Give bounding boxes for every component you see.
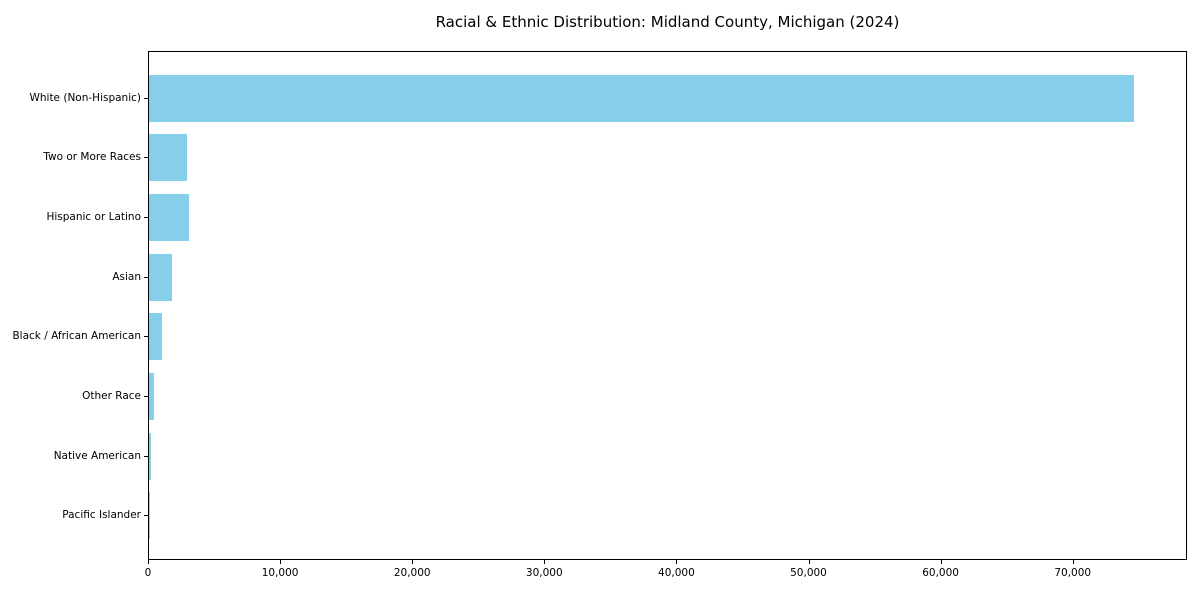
bar	[149, 74, 1135, 122]
plot-area: White (Non-Hispanic) Two or More Races His…	[12, 51, 1187, 560]
y-tick-mark	[144, 97, 148, 99]
x-tick-mark	[148, 560, 149, 564]
bar	[149, 134, 188, 182]
y-tick-mark	[144, 216, 148, 218]
x-tick-label: 50,000	[790, 567, 827, 579]
category-label: White (Non-Hispanic)	[29, 91, 141, 104]
x-tick-label: 70,000	[1054, 567, 1092, 579]
y-tick-mark	[144, 455, 148, 457]
category-label: Other Race	[82, 390, 141, 403]
x-axis: 0 10,000 20,000 30,000 40,000 50,000 60,000 70,…	[144, 560, 1187, 590]
y-tick-mark	[144, 515, 148, 517]
category-label: Asian	[112, 270, 141, 283]
bar	[149, 373, 154, 421]
y-tick-mark	[144, 396, 148, 398]
x-tick-mark	[412, 560, 414, 564]
x-tick-mark	[544, 560, 546, 564]
x-tick-label: 20,000	[393, 567, 431, 579]
category-label: Two or More Races	[43, 151, 141, 164]
bar	[149, 432, 151, 480]
x-tick-mark	[676, 560, 678, 564]
x-tick-mark	[280, 560, 282, 564]
x-tick-label: 0	[144, 567, 152, 579]
bar	[149, 253, 173, 301]
bar	[149, 193, 189, 241]
y-tick-mark	[144, 336, 148, 338]
category-label: Black / African American	[12, 330, 141, 343]
category-label: Pacific Islander	[62, 509, 141, 522]
x-tick-label: 10,000	[261, 567, 299, 579]
x-tick-label: 60,000	[922, 567, 959, 579]
bar	[149, 313, 163, 361]
x-tick-mark	[940, 560, 942, 564]
y-tick-mark	[144, 157, 148, 159]
category-label: Native American	[53, 449, 141, 462]
x-tick-label: 40,000	[658, 567, 695, 579]
x-tick-label: 30,000	[525, 567, 563, 579]
chart-title: Racial & Ethnic Distribution: Midland Co…	[435, 13, 900, 31]
y-tick-mark	[144, 276, 148, 278]
x-tick-mark	[1072, 560, 1074, 564]
category-label: Hispanic or Latino	[46, 210, 141, 223]
x-tick-mark	[808, 560, 810, 564]
